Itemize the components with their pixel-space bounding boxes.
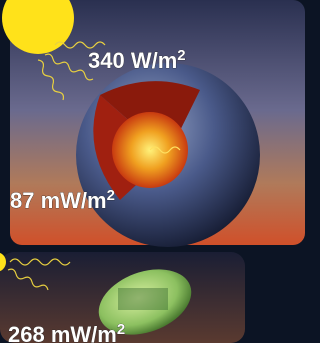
cell-interior [118,288,168,310]
page: 340 W/m2 87 mW/m2 268 mW/m2 (() => { con… [0,0,320,343]
illustration: 340 W/m2 87 mW/m2 268 mW/m2 [0,0,305,343]
label-text: 340 W/m [88,48,177,73]
geothermal-flux-label: 87 mW/m2 [10,187,115,213]
cell-flux-label: 268 mW/m2 [8,321,125,343]
label-superscript: 2 [107,187,115,204]
label-text: 87 mW/m [10,188,107,213]
label-superscript: 2 [117,321,125,338]
label-superscript: 2 [177,47,185,64]
label-text: 268 mW/m [8,322,117,343]
solar-flux-label: 340 W/m2 [88,47,186,73]
